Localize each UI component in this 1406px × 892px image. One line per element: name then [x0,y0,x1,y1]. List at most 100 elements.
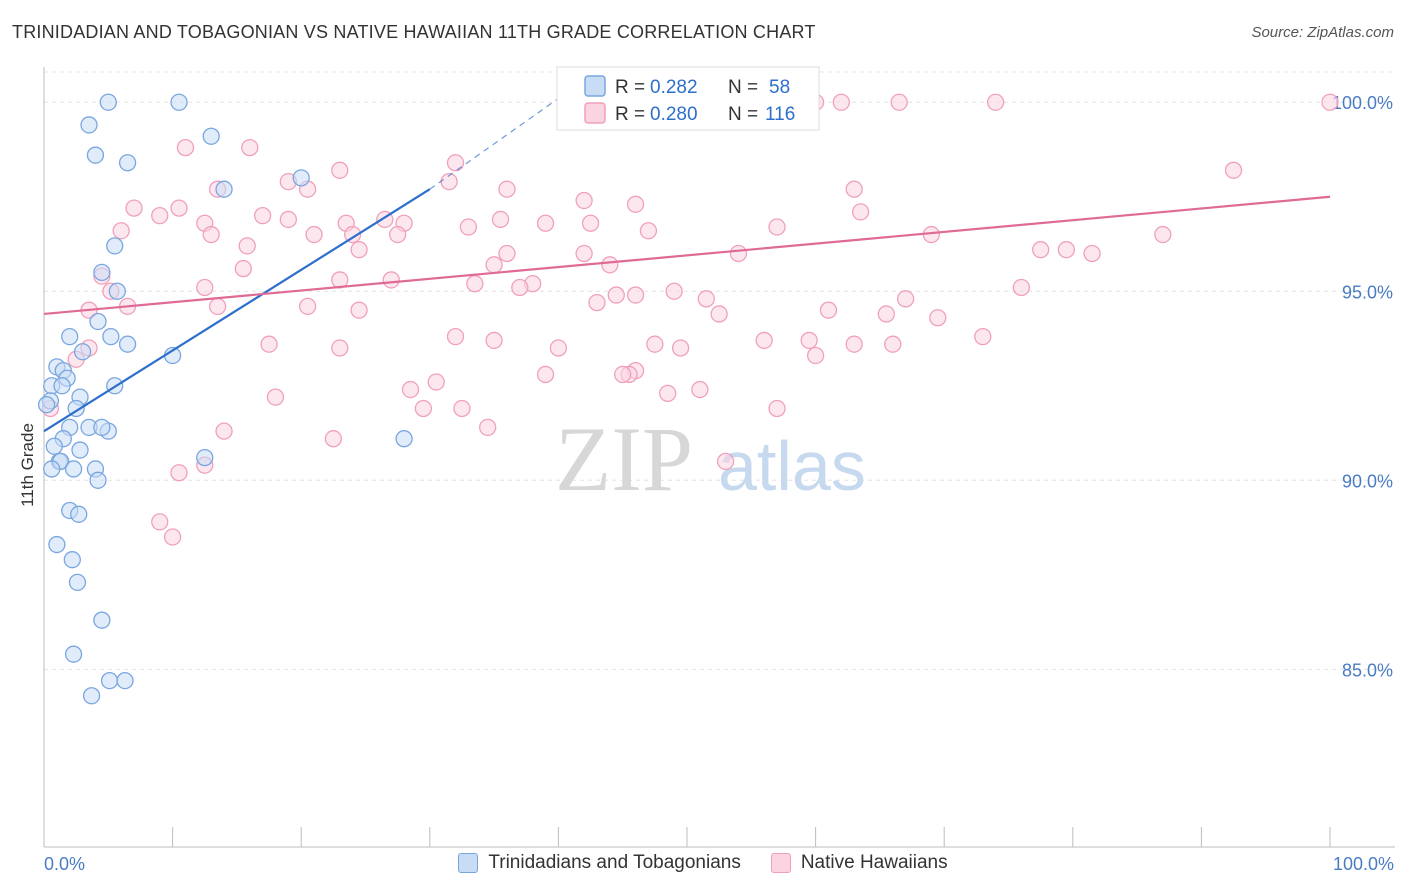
axes [43,67,1395,848]
point-native-hawaiian [238,237,256,255]
point-trinidadian [63,551,81,569]
point-native-hawaiian [498,180,516,198]
point-native-hawaiian [581,214,600,232]
point-native-hawaiian [626,286,645,304]
point-native-hawaiian [896,290,915,308]
point-native-hawaiian [1321,93,1339,111]
point-native-hawaiian [806,346,825,365]
point-trinidadian [106,237,124,255]
point-native-hawaiian [163,528,182,546]
point-native-hawaiian [659,384,677,402]
point-native-hawaiian [575,244,593,263]
legend-item-native-hawaiian[interactable]: Native Hawaiians [770,852,948,874]
legend-n-label-1: N = [728,77,758,98]
point-native-hawaiian [832,93,850,111]
point-trinidadian [71,441,89,459]
legend-swatch-native-hawaiian [584,102,606,124]
point-native-hawaiian [176,138,195,157]
data-points [37,93,1339,705]
point-native-hawaiian [884,335,902,353]
point-native-hawaiian [234,259,252,278]
point-native-hawaiian [575,191,593,210]
legend-r-label-2: R = [615,104,645,125]
point-trinidadian [53,377,71,395]
point-native-hawaiian [170,464,188,482]
point-native-hawaiian [151,513,169,531]
grid-lines: 85.0% 90.0% 95.0% 100.0% [44,71,1395,680]
point-native-hawaiian [485,331,503,350]
point-native-hawaiian [800,331,818,350]
point-trinidadian [37,396,56,414]
point-trinidadian [93,263,111,282]
y-tick-label: 100.0% [1332,93,1393,113]
point-native-hawaiian [755,331,773,350]
point-trinidadian [202,127,220,145]
point-native-hawaiian [414,399,433,418]
point-native-hawaiian [716,452,735,471]
point-native-hawaiian [427,373,445,391]
trend-line-trinidadian [43,188,431,433]
point-native-hawaiian [845,180,863,198]
point-trinidadian [43,460,61,478]
point-native-hawaiian [819,301,838,319]
point-native-hawaiian [401,380,420,399]
legend-n-value-2: 116 [765,104,795,125]
point-trinidadian [93,611,111,629]
point-native-hawaiian [768,399,786,418]
point-trinidadian [100,672,119,690]
point-native-hawaiian [665,282,683,300]
legend-item-trinidadian[interactable]: Trinidadians and Tobagonians [458,852,741,874]
watermark-atlas: atlas [718,427,866,505]
legend-n-label-2: N = [728,104,758,125]
x-tick-label-min: 0.0% [44,854,85,874]
point-native-hawaiian [626,195,645,213]
point-native-hawaiian [1083,244,1101,263]
trend-lines [43,97,1331,433]
point-native-hawaiian [601,256,619,274]
point-trinidadian [118,154,137,172]
point-trinidadian [86,146,105,164]
trend-line-native-hawaiian [43,195,1331,316]
point-native-hawaiian [466,275,484,293]
point-native-hawaiian [331,161,349,179]
point-native-hawaiian [260,335,278,353]
point-native-hawaiian [350,301,368,319]
point-trinidadian [215,180,233,198]
point-native-hawaiian [549,339,568,357]
series-legend: Trinidadians and Tobagonians Native Hawa… [0,852,1406,874]
point-trinidadian [170,93,188,111]
point-native-hawaiian [614,365,632,384]
point-native-hawaiian [253,207,272,225]
legend-swatch [458,853,479,873]
y-tick-label: 95.0% [1342,282,1393,302]
point-native-hawaiian [697,290,715,308]
point-native-hawaiian [768,218,786,236]
point-native-hawaiian [485,256,503,274]
point-native-hawaiian [498,244,516,263]
point-trinidadian [102,327,120,346]
point-trinidadian [61,327,79,346]
point-native-hawaiian [279,210,297,229]
legend-r-value-2: 0.280 [650,104,698,125]
point-trinidadian [89,312,107,331]
legend-swatch [770,853,791,873]
point-native-hawaiian [350,241,368,259]
point-native-hawaiian [536,214,555,232]
point-native-hawaiian [1154,225,1172,244]
legend-n-value-1: 58 [769,77,790,98]
watermark: ZIP atlas [555,408,866,510]
point-native-hawaiian [1032,241,1050,259]
point-trinidadian [64,460,83,478]
source-label: Source: ZipAtlas.com [1251,24,1394,41]
point-native-hawaiian [266,388,285,406]
point-trinidadian [82,687,101,705]
point-native-hawaiian [877,305,895,323]
point-native-hawaiian [639,222,658,240]
point-native-hawaiian [382,271,400,289]
point-native-hawaiian [196,278,214,297]
y-tick-label: 90.0% [1342,471,1393,491]
legend-label: Trinidadians and Tobagonians [488,852,741,873]
point-native-hawaiian [112,222,130,240]
point-native-hawaiian [691,380,709,399]
